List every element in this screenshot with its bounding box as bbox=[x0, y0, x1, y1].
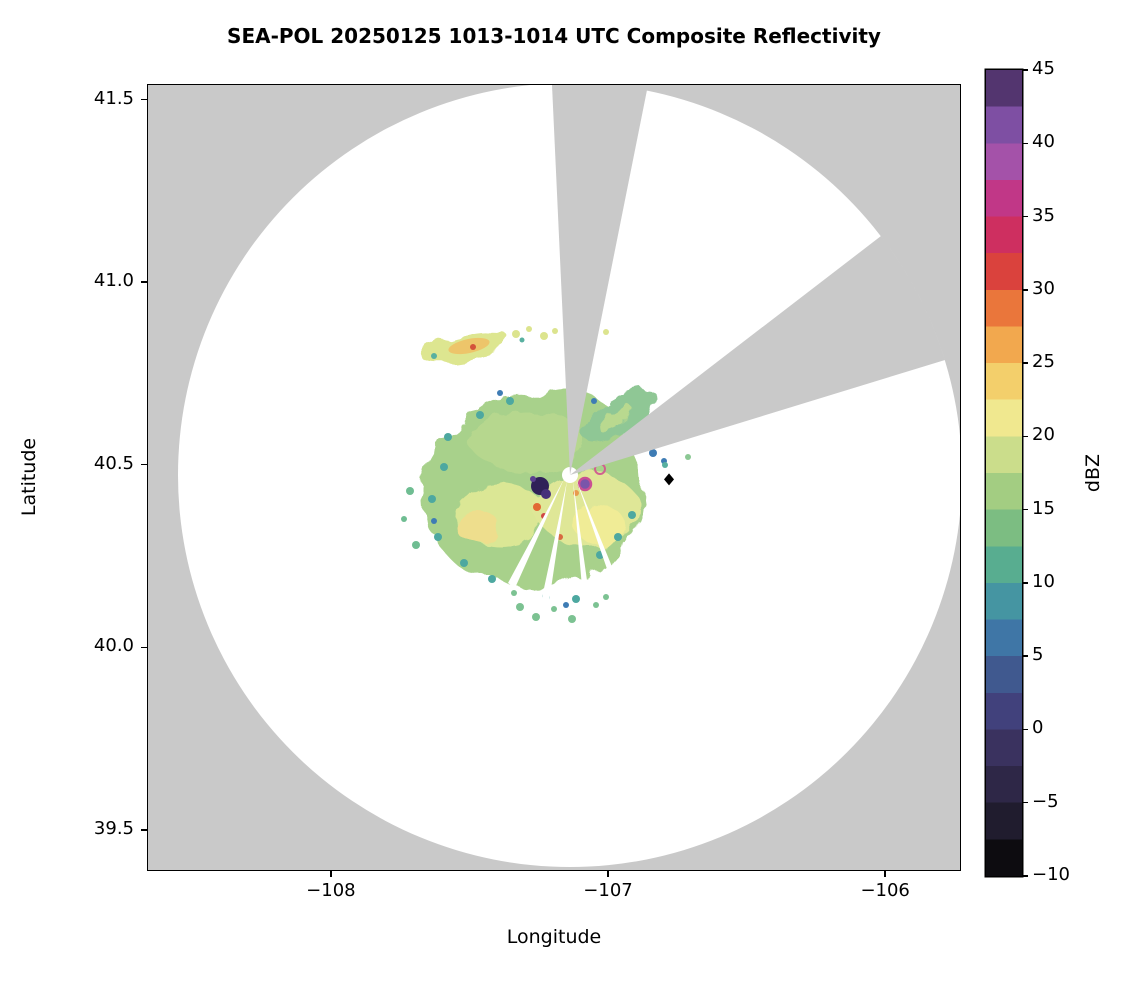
colorbar-tick-mark bbox=[1022, 289, 1028, 291]
y-tick-label: 39.5 bbox=[93, 817, 134, 839]
colorbar-tick-mark bbox=[1022, 362, 1028, 364]
colorbar-tick-mark bbox=[1022, 801, 1028, 804]
colorbar-tick-mark bbox=[1022, 728, 1028, 731]
colorbar-tick-mark bbox=[1022, 655, 1028, 657]
x-tick-label: −108 bbox=[306, 880, 356, 901]
colorbar-tick-label: 40 bbox=[1032, 131, 1055, 153]
colorbar-tick-mark bbox=[1022, 69, 1028, 71]
y-axis-label: Latitude bbox=[18, 437, 40, 517]
plot-area bbox=[148, 85, 960, 870]
colorbar bbox=[986, 70, 1022, 876]
y-tick-mark bbox=[141, 829, 148, 831]
x-tick-mark bbox=[884, 870, 886, 877]
colorbar-tick-mark bbox=[1022, 435, 1028, 438]
colorbar-tick-label: −5 bbox=[1032, 790, 1059, 812]
colorbar-tick-label: 35 bbox=[1032, 204, 1055, 226]
colorbar-tick-mark bbox=[1022, 582, 1028, 584]
colorbar-tick-label: 10 bbox=[1032, 570, 1055, 592]
colorbar-tick-label: 0 bbox=[1032, 717, 1044, 739]
x-axis-label: Longitude bbox=[506, 926, 602, 948]
site-marker-diamond bbox=[664, 473, 675, 486]
colorbar-tick-mark bbox=[1022, 215, 1028, 218]
colorbar-tick-mark bbox=[1022, 142, 1028, 145]
x-tick-mark bbox=[607, 870, 609, 877]
y-tick-label: 40.0 bbox=[93, 635, 134, 657]
y-tick-mark bbox=[141, 463, 148, 466]
y-tick-label: 41.0 bbox=[93, 270, 134, 292]
colorbar-tick-label: 25 bbox=[1032, 351, 1055, 373]
colorbar-tick-label: 30 bbox=[1032, 277, 1055, 299]
y-tick-mark bbox=[141, 98, 148, 101]
y-tick-mark bbox=[141, 281, 148, 283]
colorbar-tick-label: 45 bbox=[1032, 58, 1055, 79]
colorbar-tick-mark bbox=[1022, 508, 1028, 511]
colorbar-tick-label: 15 bbox=[1032, 497, 1055, 519]
y-tick-mark bbox=[141, 646, 148, 649]
y-tick-label: 41.5 bbox=[93, 87, 134, 109]
colorbar-tick-mark bbox=[1022, 875, 1028, 877]
colorbar-tick-label: −10 bbox=[1032, 864, 1070, 885]
chart-title: SEA-POL 20250125 1013-1014 UTC Composite… bbox=[227, 24, 881, 48]
colorbar-tick-label: 5 bbox=[1032, 644, 1044, 666]
x-tick-mark bbox=[330, 870, 332, 877]
x-tick-label: −106 bbox=[860, 880, 910, 901]
y-tick-label: 40.5 bbox=[93, 452, 134, 474]
x-tick-label: −107 bbox=[583, 880, 633, 901]
colorbar-tick-label: 20 bbox=[1032, 424, 1055, 446]
